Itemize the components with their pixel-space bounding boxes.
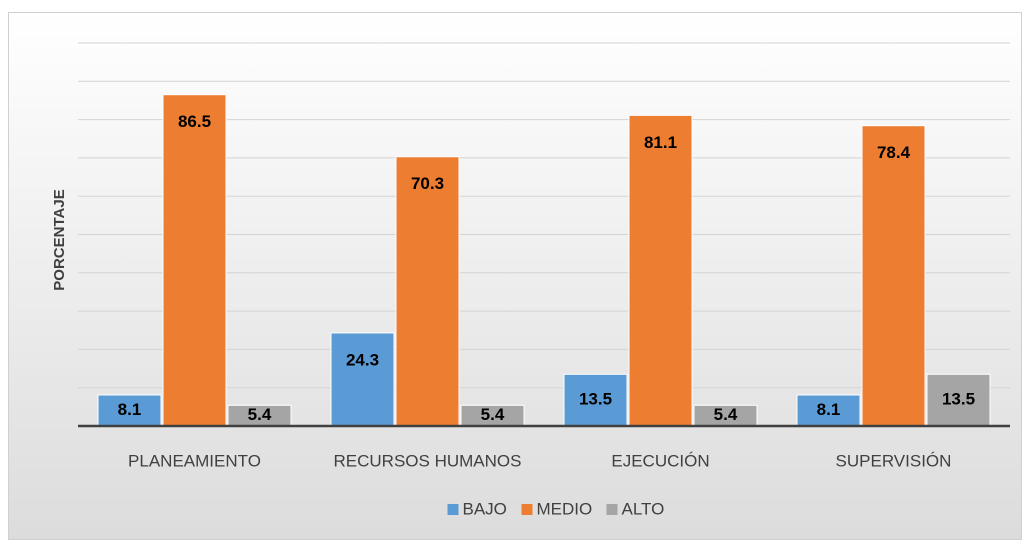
x-tick-label: EJECUCIÓN <box>611 451 709 470</box>
legend-swatch <box>447 504 459 515</box>
value-label: 13.5 <box>579 390 612 409</box>
x-tick-label: PLANEAMIENTO <box>128 451 261 470</box>
value-label: 8.1 <box>118 400 142 419</box>
value-label: 81.1 <box>644 133 677 152</box>
bar <box>563 373 628 427</box>
value-label: 70.3 <box>411 174 444 193</box>
bar <box>861 125 926 427</box>
y-axis-label: PORCENTAJE <box>51 189 68 290</box>
legend-swatch <box>521 504 533 515</box>
legend-label: MEDIO <box>537 499 593 518</box>
value-label: 24.3 <box>346 350 379 369</box>
x-tick-label: SUPERVISIÓN <box>836 451 952 470</box>
bar <box>395 156 460 427</box>
value-label: 86.5 <box>178 112 211 131</box>
bar <box>926 373 991 427</box>
value-label: 8.1 <box>817 400 841 419</box>
legend-swatch <box>606 504 618 515</box>
bar <box>628 114 693 427</box>
value-label: 5.4 <box>248 405 272 424</box>
value-label: 5.4 <box>481 405 505 424</box>
legend-label: ALTO <box>622 499 665 518</box>
x-tick-label: RECURSOS HUMANOS <box>334 451 522 470</box>
value-label: 5.4 <box>714 405 738 424</box>
bar <box>97 394 162 427</box>
value-label: 78.4 <box>877 143 911 162</box>
legend-label: BAJO <box>463 499 507 518</box>
bar <box>330 332 395 427</box>
bar <box>162 94 227 427</box>
value-label: 13.5 <box>942 390 975 409</box>
bar <box>796 394 861 427</box>
